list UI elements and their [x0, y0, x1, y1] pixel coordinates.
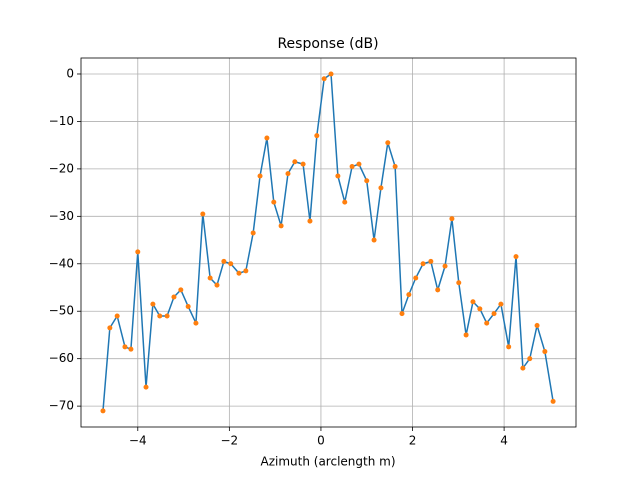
point	[300, 161, 306, 167]
point	[292, 159, 298, 165]
point	[413, 275, 419, 281]
point	[328, 71, 334, 77]
y-tick-label: −30	[49, 209, 74, 223]
point	[278, 223, 284, 229]
point	[542, 349, 548, 355]
point	[428, 258, 434, 264]
point	[236, 270, 242, 276]
point	[550, 398, 556, 404]
point	[491, 311, 497, 317]
chart-title: Response (dB)	[277, 36, 378, 52]
point	[420, 261, 426, 267]
point	[520, 365, 526, 371]
point	[178, 287, 184, 293]
point	[463, 332, 469, 338]
point	[257, 173, 263, 179]
point	[449, 216, 455, 222]
x-tick-label: 2	[409, 434, 417, 448]
point	[135, 249, 141, 255]
point	[193, 320, 199, 326]
point	[477, 306, 483, 312]
point	[128, 346, 134, 352]
point	[122, 344, 128, 350]
point	[307, 218, 313, 224]
point	[498, 301, 504, 307]
point	[506, 344, 512, 350]
point	[484, 320, 490, 326]
point	[392, 164, 398, 170]
point	[385, 140, 391, 146]
point	[470, 299, 476, 305]
x-tick-label: −2	[221, 434, 239, 448]
point	[321, 76, 327, 82]
point	[250, 230, 256, 236]
point	[171, 294, 177, 300]
point	[456, 280, 462, 286]
x-tick-label: 4	[500, 434, 508, 448]
point	[200, 211, 206, 217]
point	[228, 261, 234, 267]
point	[406, 292, 412, 298]
point	[157, 313, 163, 319]
y-tick-label: −70	[49, 399, 74, 413]
point	[371, 237, 377, 243]
point	[335, 173, 341, 179]
point	[356, 161, 362, 167]
point	[243, 268, 249, 274]
point	[214, 282, 220, 288]
point	[150, 301, 156, 307]
point	[271, 199, 277, 205]
point	[285, 171, 291, 177]
point	[164, 313, 170, 319]
point	[349, 164, 355, 170]
y-tick-label: 0	[66, 66, 74, 80]
point	[114, 313, 120, 319]
point	[314, 133, 320, 139]
point	[513, 254, 519, 260]
point	[264, 135, 270, 141]
x-axis-label: Azimuth (arclength m)	[261, 455, 396, 469]
point	[442, 263, 448, 269]
point	[342, 199, 348, 205]
x-tick-label: 0	[317, 434, 325, 448]
point	[185, 303, 191, 309]
point	[364, 178, 370, 184]
point	[207, 275, 213, 281]
y-tick-label: −50	[49, 304, 74, 318]
point	[100, 408, 106, 414]
point	[527, 356, 533, 362]
point	[107, 325, 113, 331]
point	[399, 311, 405, 317]
y-tick-label: −20	[49, 161, 74, 175]
point	[143, 384, 149, 390]
y-tick-label: −60	[49, 351, 74, 365]
y-tick-label: −40	[49, 256, 74, 270]
point	[378, 185, 384, 191]
point	[534, 322, 540, 328]
point	[435, 287, 441, 293]
x-tick-label: −4	[129, 434, 147, 448]
line	[102, 72, 554, 411]
y-tick-label: −10	[49, 114, 74, 128]
plot-frame	[80, 57, 577, 428]
point	[221, 258, 227, 264]
